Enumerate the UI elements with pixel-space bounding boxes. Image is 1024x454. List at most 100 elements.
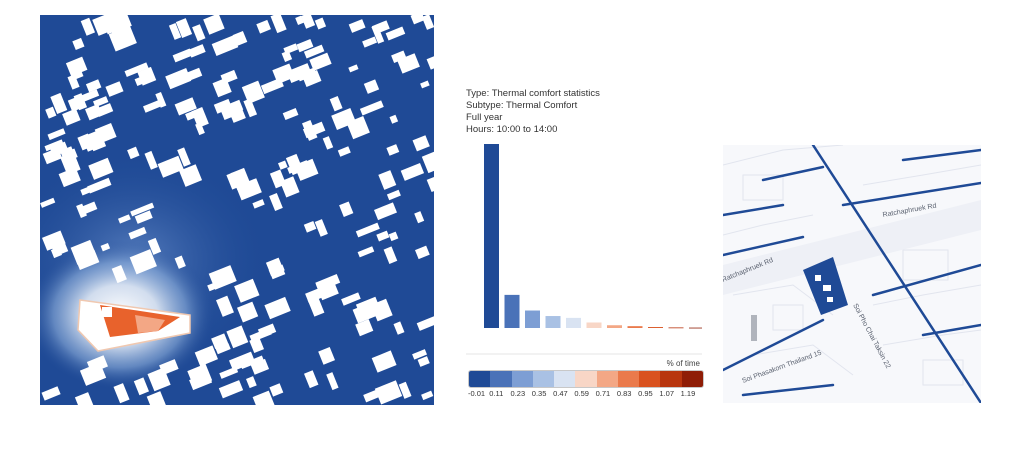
building [165, 68, 192, 90]
building [421, 149, 434, 174]
legend-tick-label: 0.11 [489, 389, 504, 398]
building [359, 100, 384, 116]
building [65, 56, 88, 77]
building [111, 264, 127, 284]
building [216, 295, 234, 317]
legend-swatch [511, 371, 533, 387]
building [77, 89, 100, 104]
building [397, 53, 420, 74]
building [80, 17, 96, 36]
building [228, 351, 256, 372]
building [95, 103, 114, 117]
legend-tick-label: 0.23 [510, 389, 526, 398]
building [252, 199, 265, 209]
building [67, 74, 80, 90]
building [393, 321, 405, 335]
building [58, 167, 81, 188]
building [348, 64, 359, 73]
building [348, 19, 366, 33]
building [62, 108, 81, 126]
building [282, 107, 299, 121]
building [94, 123, 117, 144]
building [318, 346, 336, 365]
building [155, 92, 167, 108]
building [128, 226, 147, 240]
building [147, 367, 171, 392]
building [281, 50, 293, 63]
road-segment [761, 165, 825, 182]
legend-swatch [532, 371, 555, 387]
building [286, 63, 313, 83]
building [355, 222, 380, 238]
legend-tick-label: -0.01 [468, 389, 486, 398]
road-label: Soi Pho Chai Taksin 22 [851, 303, 891, 370]
building [374, 380, 403, 405]
building [309, 52, 332, 71]
building [232, 30, 248, 47]
building [314, 219, 328, 237]
building [74, 392, 95, 405]
building [236, 301, 259, 323]
histogram-bar-0.11 [504, 294, 520, 328]
building [192, 24, 206, 42]
building [278, 160, 288, 170]
building [326, 372, 339, 391]
road-network [723, 145, 981, 403]
histogram [466, 144, 702, 355]
building [249, 336, 265, 354]
legend-tick-label: 1.19 [680, 389, 696, 398]
building [218, 380, 244, 399]
highlighted-block [803, 257, 848, 315]
building [339, 201, 354, 217]
building [416, 314, 434, 331]
building [257, 323, 277, 338]
chart-subtype-line: Subtype: Thermal Comfort [466, 100, 578, 111]
building [269, 192, 283, 212]
building [357, 246, 375, 258]
building [265, 257, 286, 280]
building [322, 136, 334, 150]
building [137, 66, 157, 86]
histogram-bar-0.83 [627, 326, 643, 328]
building [260, 77, 284, 95]
building [371, 350, 397, 373]
building [79, 362, 107, 386]
building [187, 67, 203, 81]
building [47, 128, 66, 141]
building [72, 37, 85, 51]
thermal-comfort-chart: Type: Thermal comfort statistics Subtype… [466, 88, 706, 408]
building [243, 98, 258, 118]
gray-structure [751, 315, 757, 341]
building [113, 383, 130, 404]
thermal-heatmap [40, 15, 434, 405]
building [412, 349, 428, 360]
building [314, 17, 327, 30]
histogram-bar-0.47 [566, 317, 581, 328]
histogram-bar-0.71 [607, 325, 622, 328]
building [302, 121, 326, 139]
building [329, 95, 343, 112]
building [389, 114, 399, 124]
building [352, 302, 377, 324]
building [355, 319, 374, 337]
building [143, 99, 164, 113]
chart-hours-line: Hours: 10:00 to 14:00 [466, 124, 558, 135]
building [80, 182, 101, 196]
building [303, 44, 325, 59]
building [363, 79, 380, 94]
building [269, 383, 284, 397]
histogram-bar-1.19 [689, 327, 702, 329]
legend-tick-label: 0.47 [553, 389, 568, 398]
main-road-surface [723, 200, 981, 295]
building [287, 160, 310, 174]
building [212, 77, 232, 98]
building [376, 230, 390, 242]
building [301, 15, 316, 29]
building [211, 35, 239, 56]
building [85, 79, 102, 93]
legend-swatch [490, 371, 512, 387]
building [414, 245, 430, 260]
building [421, 15, 434, 30]
building [426, 171, 434, 193]
building [40, 197, 56, 208]
